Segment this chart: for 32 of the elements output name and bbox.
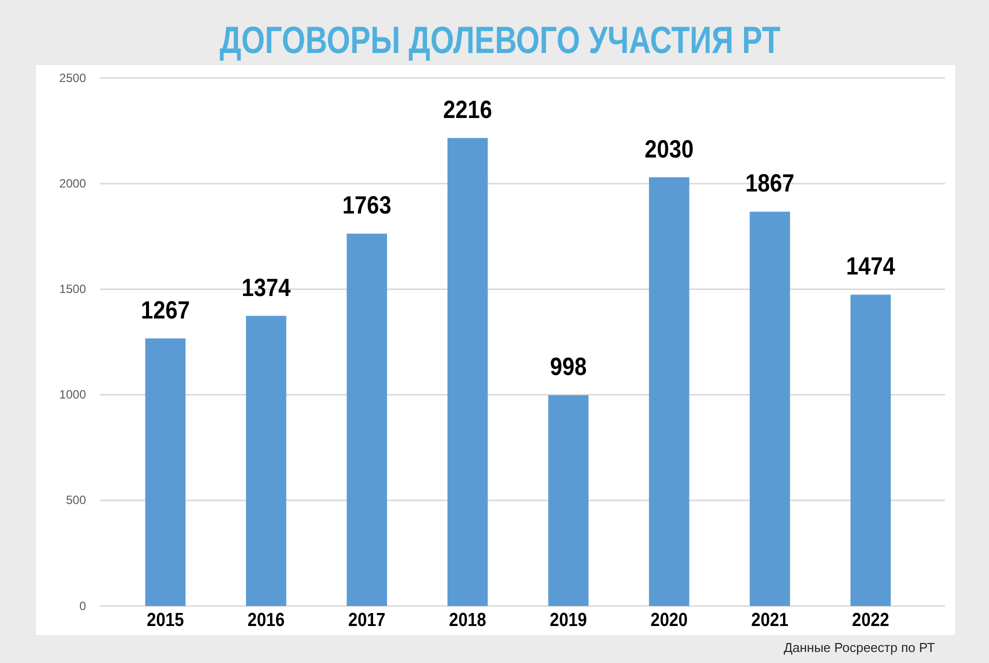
x-tick-label: 2017 [348,609,386,630]
data-label: 998 [550,352,587,381]
text: Данные Росреестр по РТ [784,640,936,655]
bar [145,338,186,606]
data-label: 1374 [242,274,291,302]
data-label: 1474 [846,252,896,280]
chart-title: ДОГОВОРЫ ДОЛЕВОГО УЧАСТИЯ РТ [220,20,780,62]
bar [346,234,388,606]
x-tick-label: 2015 [146,609,184,630]
y-tick-label: 2500 [59,70,86,85]
x-tick-label: 2022 [852,609,890,630]
data-label: 2216 [443,96,492,124]
x-tick-label: 2021 [751,609,789,630]
x-tick-label: 2019 [550,609,588,630]
x-tick-label: 2018 [449,609,486,630]
y-tick-label: 1000 [59,388,86,402]
bar [648,177,690,606]
y-tick-label: 500 [66,493,86,508]
bar [447,138,488,606]
x-tick-label: 2016 [248,609,285,630]
bar [548,395,589,606]
y-tick-label: 2000 [59,176,86,190]
bar [750,212,790,606]
data-label: 1267 [140,296,190,324]
data-label: 1763 [342,191,392,219]
x-tick-label: 2020 [650,609,688,630]
data-label: 2030 [644,134,694,163]
y-tick-label: 1500 [59,282,86,296]
bar [246,316,286,606]
data-label: 1867 [745,169,794,197]
y-tick-label: 0 [79,598,86,613]
bar [850,294,891,606]
